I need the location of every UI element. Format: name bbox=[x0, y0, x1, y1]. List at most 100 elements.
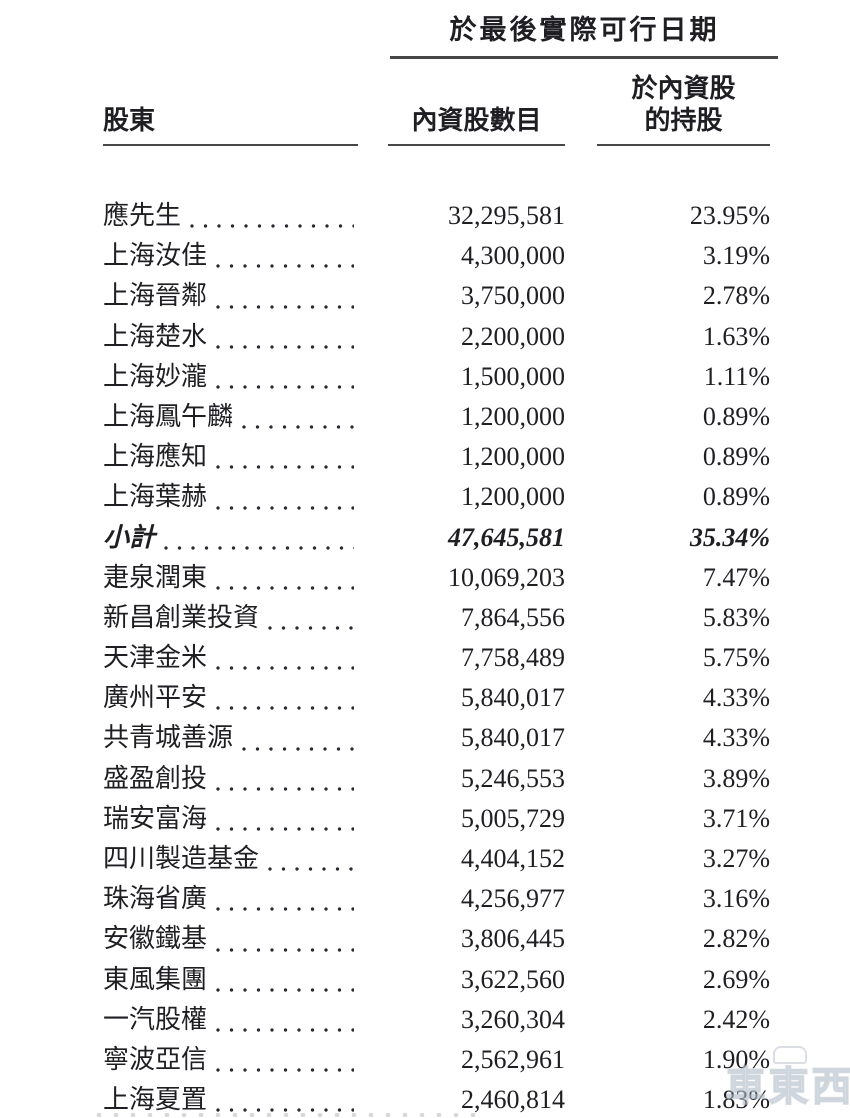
share-count: 3,806,445 bbox=[461, 924, 565, 954]
dot-leader bbox=[214, 1080, 358, 1118]
shareholder-name: 上海汝佳 bbox=[103, 241, 208, 271]
dot-leader bbox=[214, 759, 358, 799]
table-row: 上海晉鄰 3,750,000 2.78% bbox=[0, 276, 850, 316]
share-count: 5,246,553 bbox=[461, 763, 565, 793]
shareholder-name-cell: 一汽股權 bbox=[103, 1000, 358, 1040]
table-row: 上海葉赫 1,200,000 0.89% bbox=[0, 477, 850, 517]
dot-leader bbox=[214, 558, 358, 598]
share-count: 7,758,489 bbox=[461, 643, 565, 673]
table-row: 上海汝佳 4,300,000 3.19% bbox=[0, 236, 850, 276]
shareholder-name: 四川製造基金 bbox=[103, 844, 260, 873]
table-row: 上海鳳午麟 1,200,000 0.89% bbox=[0, 397, 850, 437]
dot-leader bbox=[240, 397, 358, 437]
column-header-domestic-shares: 內資股數目 bbox=[411, 106, 542, 135]
share-count: 1,200,000 bbox=[461, 442, 565, 472]
shareholder-name: 上海夏置 bbox=[103, 1085, 208, 1115]
dot-leader bbox=[214, 276, 358, 316]
share-count: 2,562,961 bbox=[461, 1044, 565, 1074]
shareholding-pct: 3.89% bbox=[702, 763, 770, 793]
table-row: 東風集團 3,622,560 2.69% bbox=[0, 960, 850, 1000]
shareholding-pct: 5.83% bbox=[702, 602, 770, 632]
table-row: 珠海省廣 4,256,977 3.16% bbox=[0, 879, 850, 919]
table-row: 新昌創業投資 7,864,556 5.83% bbox=[0, 598, 850, 638]
share-count: 3,622,560 bbox=[461, 964, 565, 994]
dot-leader bbox=[214, 799, 358, 839]
dot-leader bbox=[266, 839, 358, 879]
shareholding-pct: 3.19% bbox=[702, 241, 770, 271]
shareholder-name-cell: 新昌創業投資 bbox=[103, 598, 358, 638]
shareholding-pct: 35.34% bbox=[689, 522, 770, 552]
shareholding-pct: 23.95% bbox=[689, 201, 770, 230]
column-header-shareholder: 股東 bbox=[103, 106, 156, 135]
shareholder-name-cell: 天津金米 bbox=[103, 638, 358, 678]
dot-leader bbox=[214, 437, 358, 477]
shareholder-name-cell: 東風集團 bbox=[103, 960, 358, 1000]
shareholder-name: 應先生 bbox=[103, 201, 182, 230]
shareholding-pct: 0.89% bbox=[702, 482, 770, 512]
table-row: 一汽股權 3,260,304 2.42% bbox=[0, 1000, 850, 1040]
shareholding-pct: 2.69% bbox=[702, 964, 770, 994]
dot-leader bbox=[214, 477, 358, 517]
shareholder-name-cell: 上海晉鄰 bbox=[103, 276, 358, 316]
shareholder-name-cell: 上海汝佳 bbox=[103, 236, 358, 276]
shareholder-table-body: 應先生 32,295,581 23.95% 上海汝佳 4,300,000 3.1… bbox=[0, 196, 850, 1118]
column-rule-shareholder bbox=[103, 144, 358, 146]
dot-leader bbox=[188, 196, 358, 236]
share-count: 3,260,304 bbox=[461, 1004, 565, 1034]
share-count: 1,200,000 bbox=[461, 401, 565, 431]
shareholder-name: 上海鳳午麟 bbox=[103, 401, 234, 431]
column-rule-shareholding-pct bbox=[597, 144, 770, 146]
table-row: 上海應知 1,200,000 0.89% bbox=[0, 437, 850, 477]
dot-leader bbox=[214, 357, 358, 397]
span-header-latest-practicable-date: 於最後實際可行日期 bbox=[449, 15, 720, 45]
column-rule-domestic-shares bbox=[388, 144, 565, 146]
shareholder-name: 上海應知 bbox=[103, 442, 208, 472]
shareholding-pct: 1.63% bbox=[702, 321, 770, 351]
dot-leader bbox=[214, 678, 358, 718]
table-row: 盛盈創投 5,246,553 3.89% bbox=[0, 759, 850, 799]
column-header-shareholding-pct: 於內資股 的持股 bbox=[597, 73, 770, 137]
shareholder-name: 一汽股權 bbox=[103, 1004, 208, 1034]
shareholder-name: 上海妙瀧 bbox=[103, 361, 208, 391]
dot-leader bbox=[214, 317, 358, 357]
dot-leader bbox=[214, 879, 358, 919]
shareholding-pct: 3.27% bbox=[702, 844, 770, 873]
shareholding-pct: 3.71% bbox=[702, 803, 770, 833]
shareholder-name-cell: 珠海省廣 bbox=[103, 879, 358, 919]
shareholder-name-cell: 廣州平安 bbox=[103, 678, 358, 718]
shareholding-pct: 4.33% bbox=[702, 683, 770, 713]
shareholder-name: 寧波亞信 bbox=[103, 1044, 208, 1074]
table-row: 疌泉潤東 10,069,203 7.47% bbox=[0, 558, 850, 598]
share-count: 32,295,581 bbox=[448, 201, 565, 230]
table-row: 天津金米 7,758,489 5.75% bbox=[0, 638, 850, 678]
shareholder-name: 共青城善源 bbox=[103, 723, 234, 753]
shareholding-pct: 0.89% bbox=[702, 442, 770, 472]
shareholder-name: 東風集團 bbox=[103, 964, 208, 994]
shareholder-name: 安徽鐵基 bbox=[103, 924, 208, 954]
shareholding-pct: 4.33% bbox=[702, 723, 770, 753]
shareholder-name: 廣州平安 bbox=[103, 683, 208, 713]
shareholder-name-cell: 寧波亞信 bbox=[103, 1040, 358, 1080]
share-count: 5,840,017 bbox=[461, 683, 565, 713]
share-count: 2,460,814 bbox=[461, 1085, 565, 1115]
table-row: 四川製造基金 4,404,152 3.27% bbox=[0, 839, 850, 879]
shareholder-name-cell: 上海楚水 bbox=[103, 317, 358, 357]
shareholder-name-cell: 應先生 bbox=[103, 196, 358, 236]
share-count: 4,300,000 bbox=[461, 241, 565, 271]
shareholding-pct: 1.90% bbox=[702, 1044, 770, 1074]
share-count: 1,500,000 bbox=[461, 361, 565, 391]
shareholder-name: 天津金米 bbox=[103, 643, 208, 673]
table-row: 廣州平安 5,840,017 4.33% bbox=[0, 678, 850, 718]
shareholder-name-cell: 上海葉赫 bbox=[103, 477, 358, 517]
shareholder-name: 瑞安富海 bbox=[103, 803, 208, 833]
shareholder-name-cell: 上海應知 bbox=[103, 437, 358, 477]
shareholder-name: 小計 bbox=[103, 522, 156, 552]
dot-leader bbox=[162, 518, 358, 558]
shareholder-name: 上海晉鄰 bbox=[103, 281, 208, 311]
shareholding-pct: 2.42% bbox=[702, 1004, 770, 1034]
table-row: 上海妙瀧 1,500,000 1.11% bbox=[0, 357, 850, 397]
share-count: 3,750,000 bbox=[461, 281, 565, 311]
shareholder-name: 新昌創業投資 bbox=[103, 602, 260, 632]
dot-leader bbox=[240, 718, 358, 758]
table-row: 瑞安富海 5,005,729 3.71% bbox=[0, 799, 850, 839]
